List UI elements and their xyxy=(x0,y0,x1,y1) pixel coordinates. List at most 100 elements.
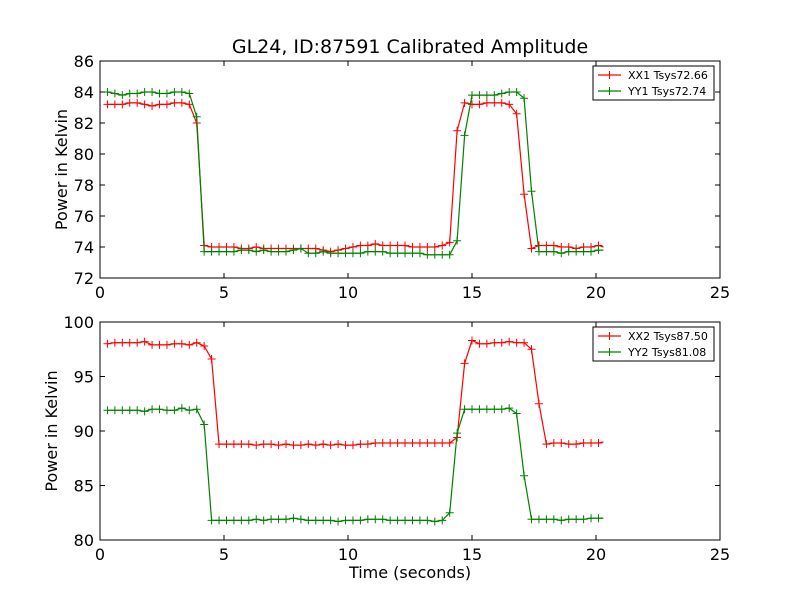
data-point xyxy=(482,339,491,348)
data-point xyxy=(386,241,395,250)
data-point xyxy=(133,338,142,347)
data-point xyxy=(125,98,134,107)
data-point xyxy=(155,89,164,98)
data-point xyxy=(542,440,551,449)
data-point xyxy=(534,515,543,524)
x-tick-label: 25 xyxy=(710,283,730,302)
data-point xyxy=(118,91,127,100)
legend: XX1 Tsys72.66 YY1 Tsys72.74 xyxy=(592,65,715,101)
data-point xyxy=(482,98,491,107)
data-point xyxy=(438,250,447,259)
x-tick-label: 5 xyxy=(219,283,229,302)
data-point xyxy=(222,440,231,449)
series-line-end xyxy=(598,441,604,444)
data-point xyxy=(252,515,261,524)
data-point xyxy=(512,409,521,418)
data-point xyxy=(334,517,343,526)
data-point xyxy=(148,88,157,96)
data-point xyxy=(371,515,380,524)
data-point xyxy=(490,98,499,107)
data-point xyxy=(460,98,469,107)
data-point xyxy=(341,249,350,258)
data-point xyxy=(282,247,290,256)
data-point xyxy=(520,471,529,480)
data-point xyxy=(423,243,432,251)
data-point xyxy=(512,88,521,96)
data-point xyxy=(103,406,112,415)
data-point xyxy=(468,405,476,414)
data-point xyxy=(326,441,335,450)
data-point xyxy=(304,440,313,449)
data-point xyxy=(587,514,596,523)
data-point xyxy=(408,249,417,258)
data-point xyxy=(453,429,462,438)
data-point xyxy=(296,441,305,450)
data-point xyxy=(185,406,194,415)
data-point xyxy=(490,405,499,414)
data-point xyxy=(296,515,305,524)
data-point xyxy=(155,340,164,349)
data-point xyxy=(215,440,224,449)
data-point xyxy=(319,247,328,256)
data-point xyxy=(237,516,246,525)
data-point xyxy=(534,399,543,408)
data-point xyxy=(133,406,142,415)
data-point xyxy=(557,438,566,447)
chart-bottom-calibrated-amplitude: 0 5 10 15 20 25 80 85 90 95 100 Power in Kelvin Time… xyxy=(42,313,730,582)
data-point xyxy=(423,516,432,525)
data-point xyxy=(192,112,201,121)
y-tick-label: 86 xyxy=(74,52,94,71)
data-point xyxy=(423,438,432,447)
data-point xyxy=(192,405,201,414)
y-tick-label: 78 xyxy=(74,176,94,195)
data-point xyxy=(468,336,476,345)
data-point xyxy=(148,340,157,349)
data-point xyxy=(148,405,157,414)
y-tick-label: 90 xyxy=(74,422,94,441)
y-tick-label: 84 xyxy=(74,83,94,102)
legend-swatch-marker xyxy=(605,71,613,79)
legend-label: YY2 Tsys81.08 xyxy=(627,346,706,359)
data-point xyxy=(520,338,529,347)
data-point xyxy=(348,249,357,258)
data-point xyxy=(415,516,424,525)
data-point xyxy=(445,238,454,247)
series-line xyxy=(107,91,599,256)
data-point xyxy=(185,340,194,349)
data-point xyxy=(445,508,454,517)
data-point xyxy=(259,516,268,525)
data-point xyxy=(408,438,417,447)
data-point xyxy=(393,241,402,250)
data-point xyxy=(103,339,112,348)
data-point xyxy=(311,441,320,450)
data-point xyxy=(110,406,119,415)
data-point xyxy=(289,246,298,255)
data-point xyxy=(386,249,395,258)
data-point xyxy=(579,247,588,256)
data-point xyxy=(371,438,380,447)
data-point xyxy=(311,249,320,258)
data-point xyxy=(356,241,365,250)
data-point xyxy=(274,441,283,450)
data-point xyxy=(311,516,320,525)
series-line-end xyxy=(598,244,604,248)
data-point xyxy=(200,420,209,429)
series-2-1 xyxy=(103,336,604,450)
data-point xyxy=(244,246,253,255)
x-tick-label: 10 xyxy=(338,545,358,564)
data-point xyxy=(564,440,573,449)
data-point xyxy=(118,100,127,109)
chart-title: GL24, ID:87591 Calibrated Amplitude xyxy=(232,36,588,58)
data-point xyxy=(453,236,462,245)
data-point xyxy=(356,249,365,258)
data-point xyxy=(155,405,164,414)
data-point xyxy=(118,338,127,347)
data-point xyxy=(162,89,171,98)
data-point xyxy=(527,244,536,253)
data-point xyxy=(475,405,484,414)
data-point xyxy=(110,338,119,347)
data-point xyxy=(505,88,514,96)
data-point xyxy=(177,404,186,413)
data-point xyxy=(282,440,290,449)
